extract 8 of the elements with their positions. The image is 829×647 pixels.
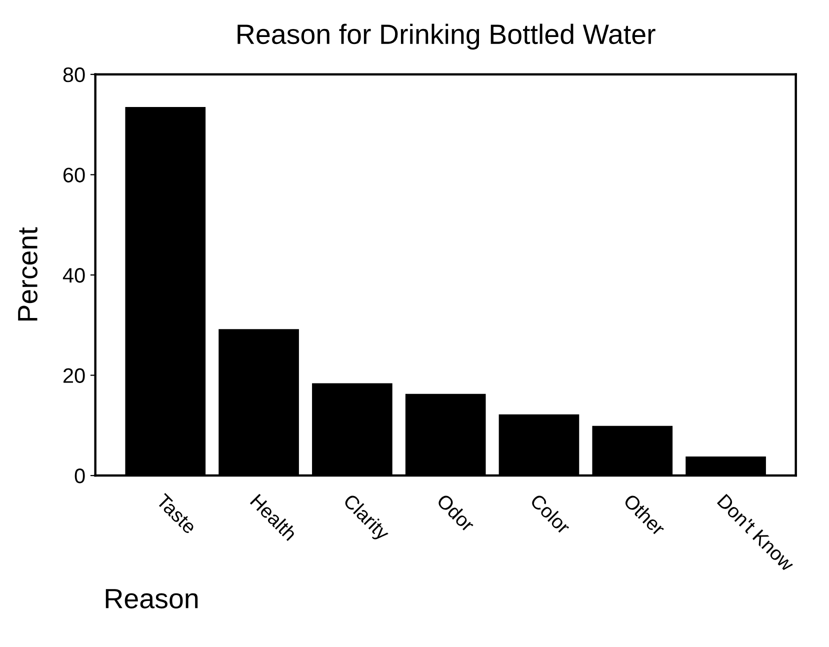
y-tick-label: 20 <box>63 368 85 384</box>
y-axis-title: Percent <box>18 227 38 321</box>
y-tick-label: 80 <box>63 67 85 82</box>
chart-title: Reason for Drinking Bottled Water <box>238 24 656 50</box>
y-tick-label: 60 <box>64 168 85 182</box>
y-tick-label: 40 <box>62 268 85 283</box>
y-tick-label: 0 <box>74 468 85 484</box>
x-axis-title: Reason <box>106 589 198 608</box>
